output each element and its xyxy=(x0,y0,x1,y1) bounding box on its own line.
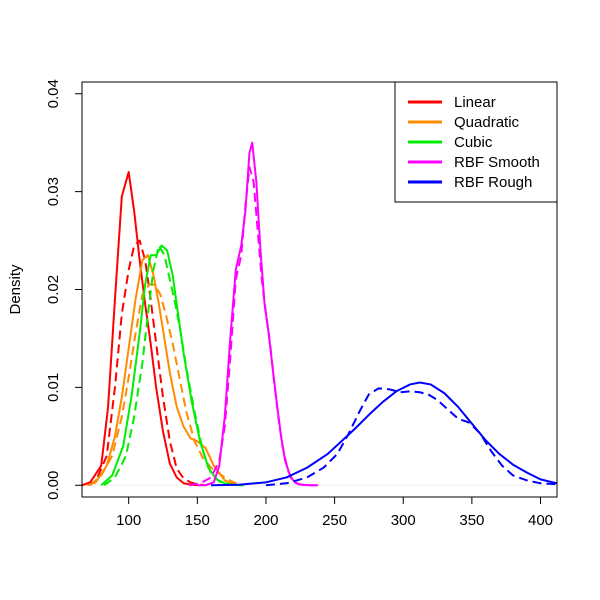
x-tick-label: 250 xyxy=(322,512,347,529)
series-line-linear-dashed xyxy=(87,239,206,487)
y-axis: 0.00 0.01 0.02 0.03 0.04 xyxy=(45,79,83,500)
legend-label: Linear xyxy=(454,94,496,111)
series-line-cubic-dashed xyxy=(103,244,245,487)
y-tick-label: 0.02 xyxy=(45,275,62,304)
series-line-quadratic-dashed xyxy=(89,283,245,487)
x-tick-label: 400 xyxy=(528,512,553,529)
series-line-rbf-smooth-dashed xyxy=(188,166,316,487)
series-line-rbf-rough-dashed xyxy=(265,387,558,487)
x-tick-label: 150 xyxy=(185,512,210,529)
series-layer xyxy=(81,141,558,487)
series-line-linear-solid xyxy=(81,171,198,487)
x-axis: 100 150 200 250 300 350 400 xyxy=(116,496,553,529)
y-axis-title: Density xyxy=(7,264,24,315)
legend: Linear Quadratic Cubic RBF Smooth RBF Rough xyxy=(394,81,558,203)
x-tick-label: 300 xyxy=(391,512,416,529)
series-line-rbf-smooth-solid xyxy=(197,141,319,487)
x-tick-label: 200 xyxy=(253,512,278,529)
series-line-rbf-rough-solid xyxy=(211,381,558,487)
y-tick-label: 0.00 xyxy=(45,471,62,500)
y-tick-label: 0.04 xyxy=(45,79,62,108)
legend-label: RBF Rough xyxy=(454,174,532,191)
x-tick-label: 100 xyxy=(116,512,141,529)
legend-label: Cubic xyxy=(454,134,493,151)
x-tick-label: 350 xyxy=(459,512,484,529)
y-tick-label: 0.01 xyxy=(45,373,62,402)
series-line-quadratic-solid xyxy=(87,254,237,487)
legend-label: Quadratic xyxy=(454,114,520,131)
legend-label: RBF Smooth xyxy=(454,154,540,171)
y-tick-label: 0.03 xyxy=(45,177,62,206)
